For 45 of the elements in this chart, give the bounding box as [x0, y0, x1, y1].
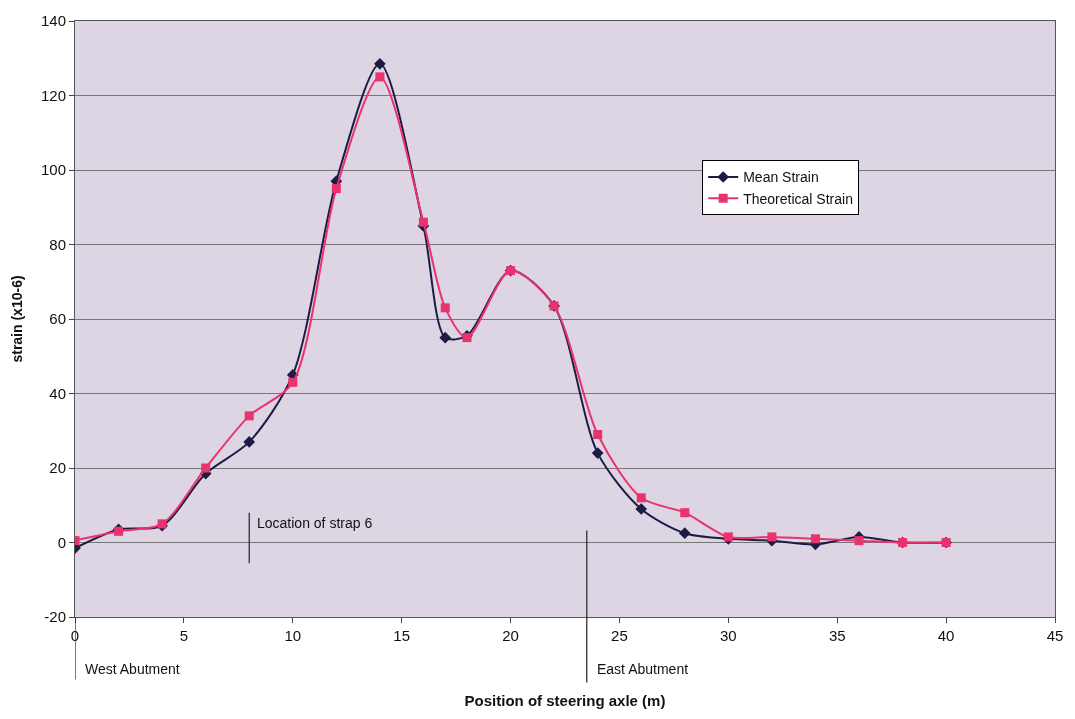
point — [375, 72, 385, 82]
point — [635, 503, 648, 515]
x-axis-title: Position of steering axle (m) — [464, 692, 666, 709]
ref-line-label: Location of strap 6 — [257, 515, 373, 531]
x-tick-label: 10 — [284, 627, 302, 644]
y-tick-label: 140 — [40, 12, 66, 30]
point — [680, 508, 690, 518]
x-tick-label: 35 — [828, 627, 846, 644]
x-tick-label: 25 — [611, 627, 628, 644]
x-tick-label: 40 — [937, 627, 955, 644]
y-tick-label: 80 — [49, 235, 66, 253]
point — [201, 463, 211, 473]
point — [439, 331, 452, 344]
y-tick-label: 120 — [40, 86, 66, 104]
point — [331, 184, 341, 194]
point — [636, 493, 646, 503]
point — [288, 377, 298, 387]
point — [593, 429, 603, 439]
y-tick-label: 60 — [49, 310, 66, 328]
point — [418, 217, 428, 227]
point — [810, 534, 820, 544]
y-tick-label: 20 — [49, 459, 66, 477]
x-tick-label: 15 — [393, 627, 411, 644]
point — [244, 411, 254, 421]
point — [854, 536, 864, 546]
y-tick-label: 0 — [57, 533, 66, 551]
point — [374, 57, 386, 70]
y-tick-label: -20 — [44, 608, 66, 626]
point — [591, 447, 604, 459]
x-tick-label: 45 — [1046, 627, 1064, 644]
point — [678, 527, 691, 540]
legend-label: Theoretical Strain — [743, 190, 853, 207]
x-tick-label: 5 — [179, 627, 189, 644]
point — [767, 532, 777, 542]
y-tick-label: 100 — [40, 161, 66, 179]
y-tick-label: 40 — [49, 384, 66, 402]
ref-line-label: West Abutment — [85, 661, 180, 677]
point — [243, 436, 256, 448]
legend-label: Mean Strain — [743, 169, 819, 186]
point — [462, 333, 472, 343]
ref-line-label: East Abutment — [597, 661, 689, 677]
x-tick-label: 20 — [502, 627, 519, 644]
x-tick-label: 30 — [719, 627, 737, 644]
point — [440, 303, 450, 313]
y-axis-title: strain (x10-6) — [8, 275, 25, 363]
